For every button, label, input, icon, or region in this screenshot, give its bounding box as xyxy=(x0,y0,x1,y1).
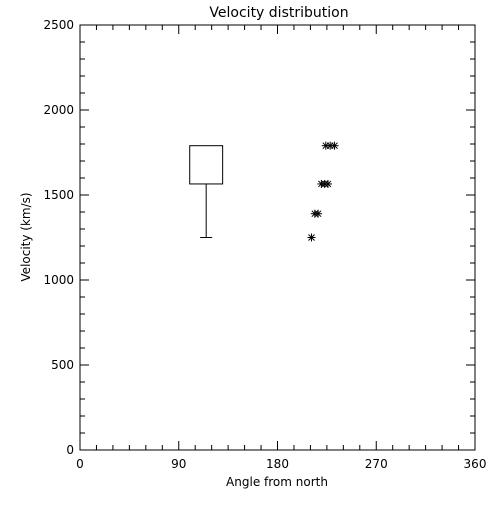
y-tick-label: 0 xyxy=(66,443,74,457)
x-axis-label: Angle from north xyxy=(226,475,328,489)
y-tick-label: 2000 xyxy=(43,103,74,117)
data-point xyxy=(314,209,323,218)
y-tick-label: 1500 xyxy=(43,188,74,202)
plot-frame xyxy=(79,24,476,451)
x-tick-label: 270 xyxy=(365,457,388,471)
y-axis-label: Velocity (km/s) xyxy=(19,192,33,281)
data-point xyxy=(323,179,332,188)
y-tick-label: 2500 xyxy=(43,18,74,32)
data-marks xyxy=(189,141,339,242)
x-tick-label: 180 xyxy=(266,457,289,471)
box-mark xyxy=(189,145,224,185)
y-tick-label: 500 xyxy=(51,358,74,372)
x-tick-label: 360 xyxy=(464,457,487,471)
x-tick-label: 90 xyxy=(171,457,186,471)
chart-title: Velocity distribution xyxy=(209,5,348,21)
x-tick-label: 0 xyxy=(76,457,84,471)
data-point xyxy=(307,233,316,242)
data-point xyxy=(330,141,339,150)
y-tick-label: 1000 xyxy=(43,273,74,287)
axes: 0 90 180 270 360 0 500 1000 1500 2000 2500 xyxy=(43,18,486,471)
